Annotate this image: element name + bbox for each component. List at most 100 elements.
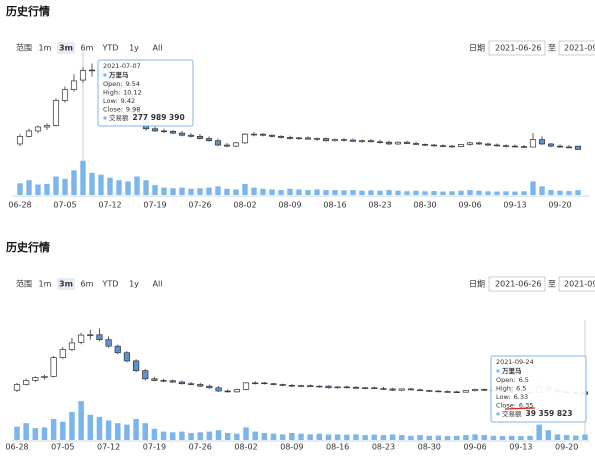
- volume-bar: [107, 177, 113, 195]
- x-tick-label: 07-05: [53, 201, 76, 210]
- annotation-underline: [504, 407, 536, 410]
- candle-body: [297, 385, 305, 387]
- volume-bar: [215, 430, 222, 440]
- volume-bar: [554, 434, 561, 440]
- candle-body: [457, 144, 465, 147]
- tooltip-label: Close:: [496, 402, 516, 410]
- candle-body: [78, 334, 85, 343]
- tooltip-value: 6.5: [519, 376, 529, 384]
- volume-bar: [575, 190, 581, 195]
- range-label: 范围: [16, 279, 32, 289]
- candle-body: [223, 144, 231, 147]
- candle-body: [214, 140, 222, 146]
- candle-body: [307, 385, 314, 387]
- range-button[interactable]: 3m: [59, 44, 73, 53]
- range-button[interactable]: All: [153, 280, 163, 289]
- volume-bar: [234, 433, 240, 440]
- x-tick-label: 07-19: [143, 201, 166, 210]
- tooltip-row: Low: 9.42: [103, 97, 135, 105]
- range-button[interactable]: All: [153, 44, 163, 53]
- tooltip-bullet: [103, 116, 107, 120]
- volume-bar: [53, 176, 59, 195]
- volume-bar: [115, 423, 121, 440]
- tooltip-row: High: 6.5: [496, 385, 526, 393]
- volume-bar: [215, 186, 221, 195]
- range-button[interactable]: YTD: [102, 280, 119, 289]
- x-tick-label: 07-26: [188, 201, 211, 210]
- range-button-bg: [57, 42, 75, 54]
- range-button[interactable]: YTD: [102, 44, 119, 53]
- volume-bar: [362, 435, 368, 440]
- volume-bar: [536, 424, 542, 440]
- candle-body: [105, 339, 112, 347]
- candle-body: [79, 70, 87, 81]
- volume-bar: [116, 180, 122, 195]
- candle-body: [376, 141, 384, 143]
- x-tick-label: 08-23: [372, 443, 395, 452]
- candle-body: [196, 135, 204, 139]
- candle-body: [466, 142, 474, 145]
- volume-bar: [453, 435, 460, 440]
- candle-body: [520, 146, 528, 148]
- candle-body: [32, 377, 39, 381]
- candle-body: [59, 349, 66, 358]
- candle-body: [511, 145, 519, 148]
- range-button[interactable]: 6m: [81, 44, 94, 53]
- candle-body: [41, 376, 48, 378]
- tooltip-row: High: 10.12: [103, 89, 142, 97]
- volume-bar: [278, 190, 284, 195]
- candle-body: [502, 145, 510, 147]
- candle-body: [421, 144, 429, 146]
- range-button[interactable]: 1m: [39, 44, 52, 53]
- tooltip-bullet: [496, 369, 500, 373]
- range-button[interactable]: 1y: [129, 280, 139, 289]
- volume-bar: [413, 190, 419, 195]
- candle-body: [132, 360, 140, 372]
- date-input[interactable]: [488, 40, 546, 56]
- range-button[interactable]: 1m: [39, 280, 52, 289]
- candle-body: [50, 357, 57, 377]
- volume-bar: [87, 414, 94, 440]
- candle-body: [43, 125, 51, 128]
- candle-body: [187, 383, 195, 385]
- tooltip-volume: 交易额 277 989 390: [109, 113, 185, 122]
- volume-bar: [296, 189, 302, 195]
- tooltip-value: 6.35: [519, 402, 533, 410]
- range-button[interactable]: 6m: [81, 280, 94, 289]
- x-tick-label: 07-12: [98, 201, 121, 210]
- candle-body: [574, 145, 582, 150]
- volume-bar: [125, 181, 131, 195]
- candle-body: [270, 383, 277, 385]
- tooltip-volume-name: 交易额: [502, 409, 522, 418]
- volume-bar: [332, 190, 338, 195]
- volume-bar: [499, 436, 506, 440]
- range-button[interactable]: 1y: [129, 44, 139, 53]
- candle-body: [407, 388, 415, 391]
- tooltip-row: Low: 6.33: [496, 393, 528, 401]
- candle-body: [224, 390, 231, 393]
- candle-body: [403, 141, 411, 144]
- volume-bar: [89, 172, 95, 195]
- date-input[interactable]: [488, 276, 546, 292]
- volume-bar: [206, 431, 213, 440]
- candle-body: [362, 387, 369, 389]
- volume-bar: [41, 427, 48, 440]
- volume-bar: [134, 176, 140, 195]
- candle-body: [412, 143, 420, 145]
- candle-body: [16, 135, 24, 145]
- candle-body: [34, 126, 42, 132]
- candle-body: [279, 384, 286, 386]
- volume-bar: [260, 188, 266, 195]
- candle-body: [70, 80, 78, 90]
- candle-body: [538, 139, 546, 145]
- tooltip-label: High:: [496, 385, 513, 393]
- date-input[interactable]: [558, 276, 595, 292]
- date-input[interactable]: [558, 40, 595, 56]
- volume-bar: [197, 188, 203, 195]
- volume-bar: [426, 435, 433, 440]
- volume-bar: [252, 431, 258, 440]
- candle-body: [481, 389, 488, 391]
- volume-bar: [503, 191, 509, 195]
- range-button[interactable]: 3m: [59, 280, 73, 289]
- x-tick-label: 08-30: [413, 201, 436, 210]
